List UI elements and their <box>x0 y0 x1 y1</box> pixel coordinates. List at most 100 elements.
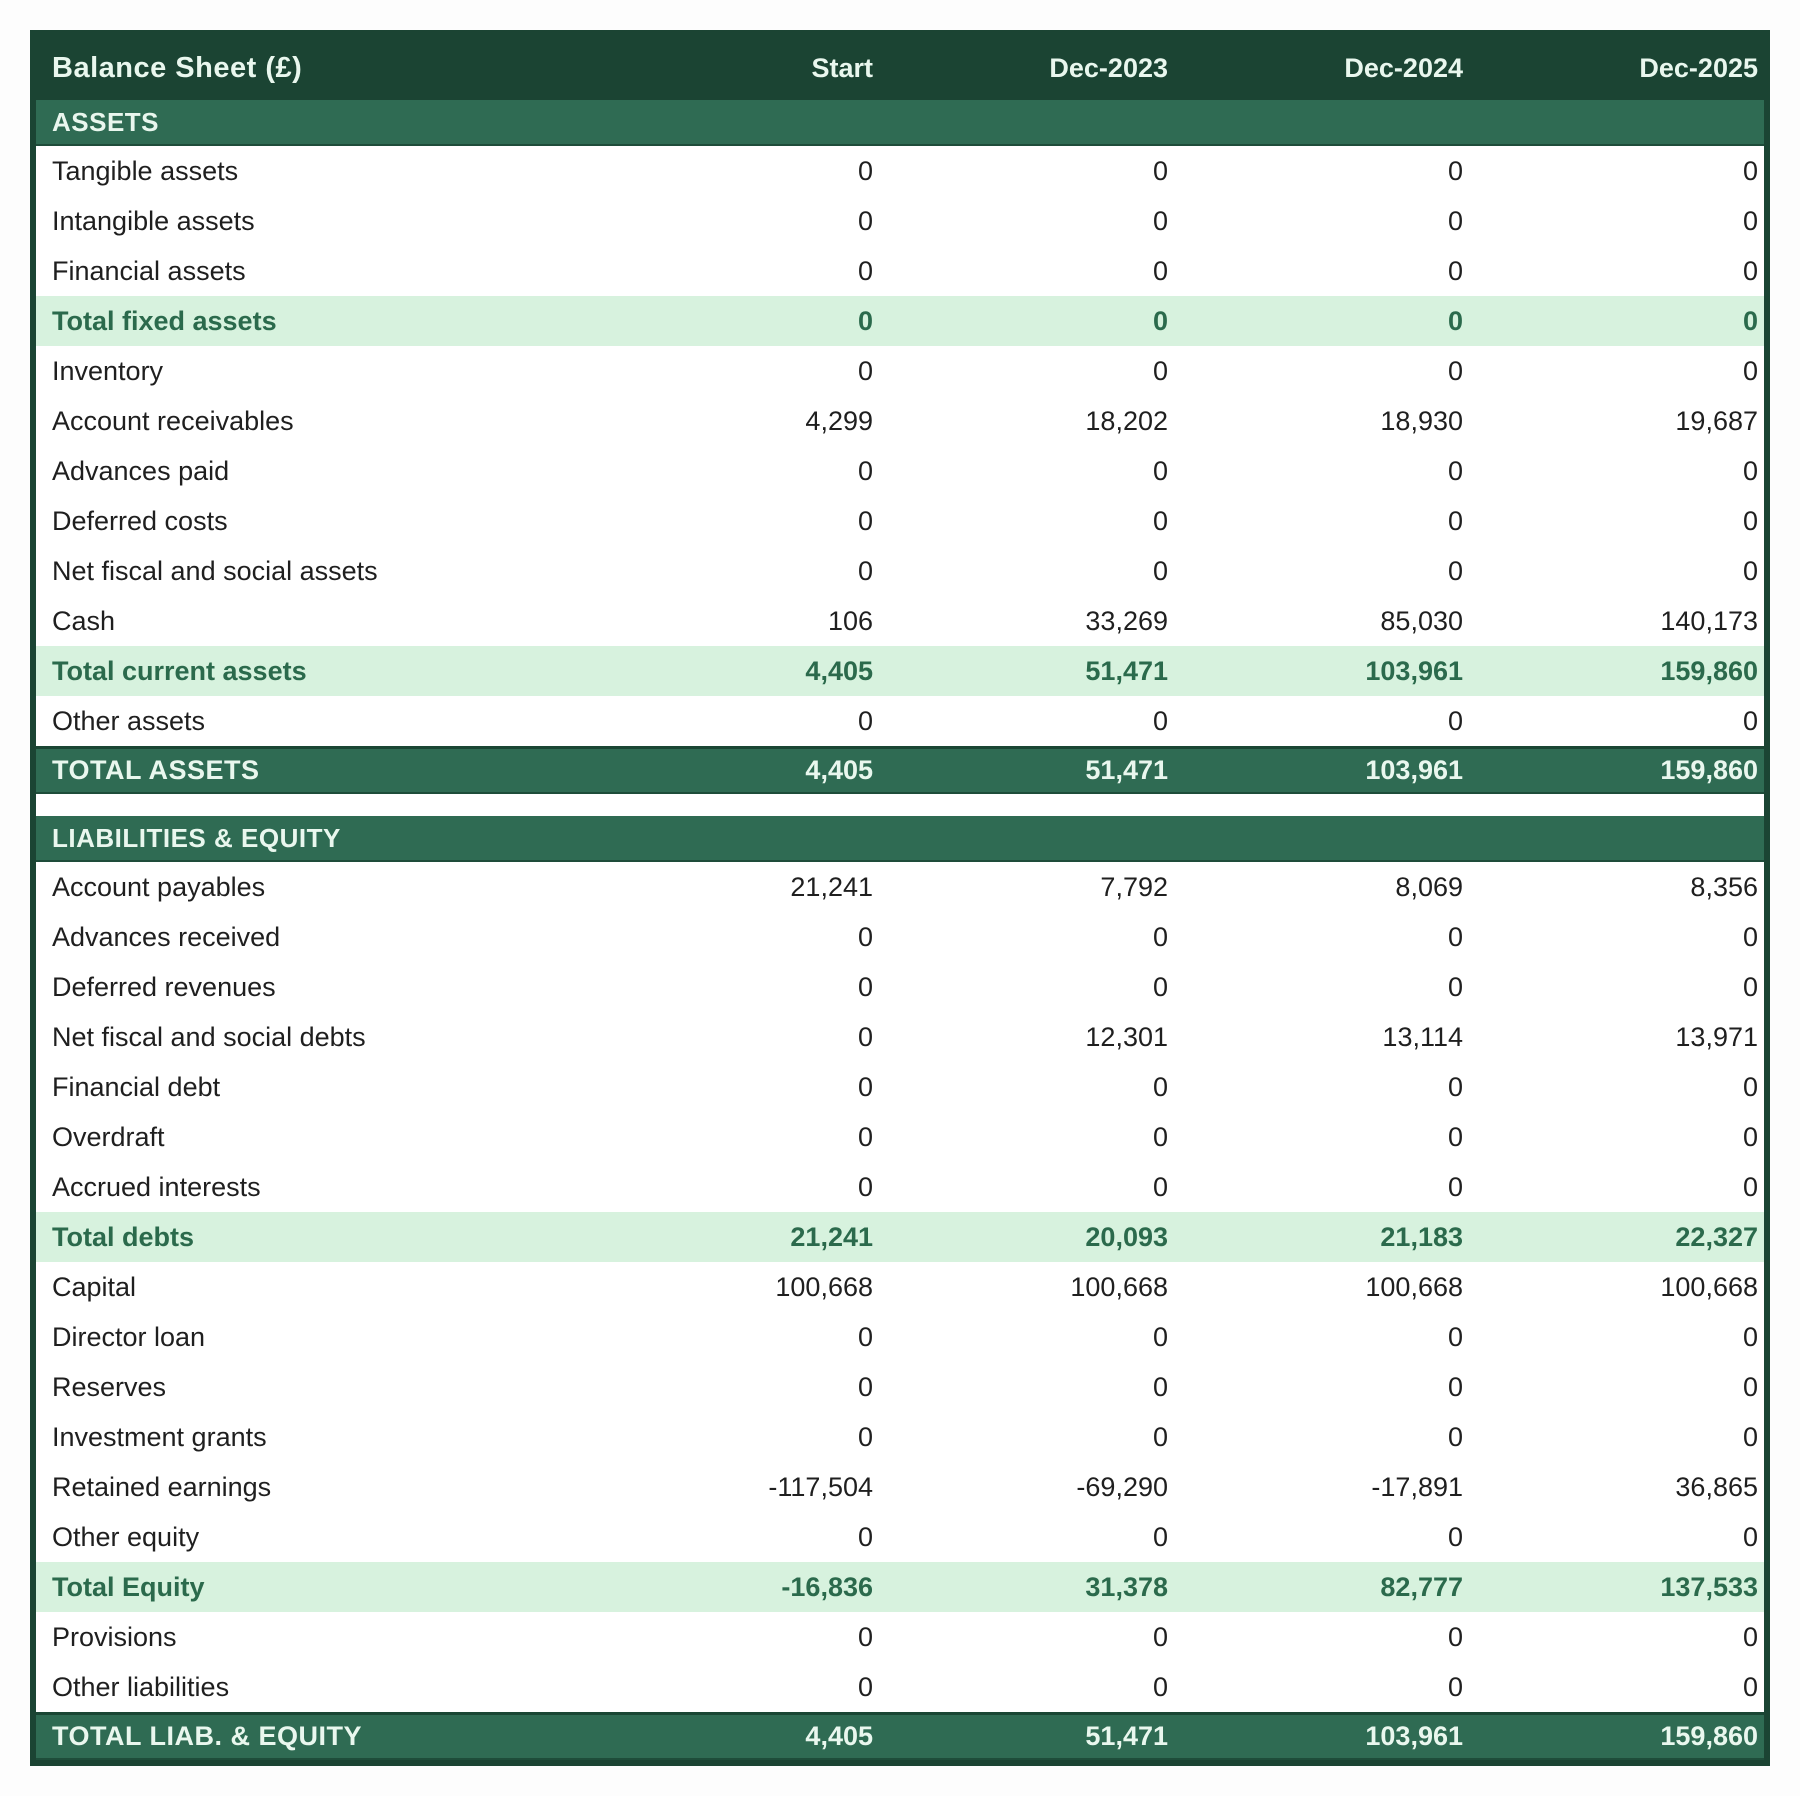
cell-value: 0 <box>1742 505 1758 536</box>
cell-value: 0 <box>1152 155 1168 186</box>
cell-value: 0 <box>1742 305 1758 336</box>
row-label: Total fixed assets <box>52 305 277 336</box>
section-header-row: ASSETS <box>36 100 1764 146</box>
cell-value: 0 <box>1152 255 1168 286</box>
cell-value: 0 <box>1152 505 1168 536</box>
row-label: Total debts <box>52 1221 195 1252</box>
cell-value: 0 <box>857 705 873 736</box>
cell-value: -69,290 <box>1076 1471 1168 1502</box>
table-row: Deferred costs 0 0 0 0 <box>36 496 1764 546</box>
table-row: Inventory 0 0 0 0 <box>36 346 1764 396</box>
row-label: Financial assets <box>52 255 246 286</box>
cell-value: 21,241 <box>790 871 873 902</box>
cell-value: 18,202 <box>1085 405 1168 436</box>
column-header-start: Start <box>811 52 873 83</box>
cell-value: 0 <box>1447 705 1463 736</box>
cell-value: 0 <box>857 455 873 486</box>
row-label: Investment grants <box>52 1421 267 1452</box>
cell-value: 0 <box>1152 1171 1168 1202</box>
row-label: Cash <box>52 605 116 636</box>
row-label: Provisions <box>52 1621 177 1652</box>
cell-value: 0 <box>1447 155 1463 186</box>
row-label: Capital <box>52 1271 137 1302</box>
table-row: Financial debt 0 0 0 0 <box>36 1062 1764 1112</box>
cell-value: 0 <box>1152 1121 1168 1152</box>
balance-sheet-table: Balance Sheet (£) Start Dec-2023 Dec-202… <box>30 30 1770 1766</box>
subtotal-row: Total current assets 4,405 51,471 103,961 15… <box>36 646 1764 696</box>
cell-value: 0 <box>1742 921 1758 952</box>
table-row: Director loan 0 0 0 0 <box>36 1312 1764 1362</box>
table-row: Advances received 0 0 0 0 <box>36 912 1764 962</box>
cell-value: 0 <box>857 1621 873 1652</box>
cell-value: 19,687 <box>1675 405 1758 436</box>
cell-value: 0 <box>857 555 873 586</box>
cell-value: 0 <box>1152 1671 1168 1702</box>
column-header-dec-2024: Dec-2024 <box>1344 52 1463 83</box>
cell-value: 159,860 <box>1660 755 1758 785</box>
cell-value: 106 <box>827 605 873 636</box>
cell-value: 4,299 <box>805 405 873 436</box>
row-label: Retained earnings <box>52 1471 272 1502</box>
cell-value: 7,792 <box>1100 871 1168 902</box>
cell-value: 0 <box>1447 1371 1463 1402</box>
cell-value: 0 <box>857 1521 873 1552</box>
cell-value: 0 <box>1742 155 1758 186</box>
cell-value: 0 <box>1742 205 1758 236</box>
row-label: Other equity <box>52 1521 200 1552</box>
row-label: Deferred costs <box>52 505 228 536</box>
section-header-row: LIABILITIES & EQUITY <box>36 816 1764 862</box>
row-label: Accrued interests <box>52 1171 261 1202</box>
cell-value: 0 <box>857 971 873 1002</box>
cell-value: 140,173 <box>1660 605 1758 636</box>
cell-value: 0 <box>1447 1671 1463 1702</box>
cell-value: 0 <box>857 1071 873 1102</box>
cell-value: 0 <box>1742 1421 1758 1452</box>
cell-value: 0 <box>1447 205 1463 236</box>
cell-value: 82,777 <box>1380 1571 1463 1602</box>
cell-value: 0 <box>1447 1071 1463 1102</box>
cell-value: 0 <box>1152 305 1168 336</box>
cell-value: 100,668 <box>1070 1271 1168 1302</box>
row-label: Total current assets <box>52 655 307 686</box>
row-label: Overdraft <box>52 1121 165 1152</box>
row-label: ASSETS <box>52 106 160 137</box>
cell-value: 159,860 <box>1660 1721 1758 1751</box>
section-spacer <box>36 794 1764 816</box>
table-row: Net fiscal and social assets 0 0 0 0 <box>36 546 1764 596</box>
cell-value: 100,668 <box>775 1271 873 1302</box>
cell-value: 85,030 <box>1380 605 1463 636</box>
table-row: Tangible assets 0 0 0 0 <box>36 146 1764 196</box>
cell-value: 0 <box>1742 555 1758 586</box>
cell-value: 0 <box>1742 971 1758 1002</box>
cell-value: 0 <box>857 1671 873 1702</box>
table-row: Reserves 0 0 0 0 <box>36 1362 1764 1412</box>
cell-value: 0 <box>1152 1521 1168 1552</box>
cell-value: 0 <box>1447 455 1463 486</box>
cell-value: 0 <box>1447 355 1463 386</box>
table-row: Other equity 0 0 0 0 <box>36 1512 1764 1562</box>
cell-value: 100,668 <box>1660 1271 1758 1302</box>
cell-value: 0 <box>1152 555 1168 586</box>
row-label: Other assets <box>52 705 206 736</box>
cell-value: 0 <box>1152 1321 1168 1352</box>
table-row: Net fiscal and social debts 0 12,301 13,114… <box>36 1012 1764 1062</box>
table-row: Advances paid 0 0 0 0 <box>36 446 1764 496</box>
cell-value: 13,971 <box>1675 1021 1758 1052</box>
cell-value: 0 <box>1742 1371 1758 1402</box>
cell-value: 0 <box>1742 1321 1758 1352</box>
cell-value: 0 <box>1152 455 1168 486</box>
row-label: Intangible assets <box>52 205 255 236</box>
table-body: ASSETS Tangible assets 0 0 0 0 Intangible asse… <box>36 100 1764 1760</box>
cell-value: 0 <box>857 921 873 952</box>
cell-value: 0 <box>1152 921 1168 952</box>
cell-value: 0 <box>1742 455 1758 486</box>
table-row: Provisions 0 0 0 0 <box>36 1612 1764 1662</box>
cell-value: -117,504 <box>768 1471 873 1502</box>
table-row: Other assets 0 0 0 0 <box>36 696 1764 746</box>
row-label: Advances paid <box>52 455 230 486</box>
cell-value: 0 <box>1447 1321 1463 1352</box>
cell-value: 0 <box>857 205 873 236</box>
cell-value: 0 <box>1447 1621 1463 1652</box>
cell-value: 0 <box>1152 971 1168 1002</box>
